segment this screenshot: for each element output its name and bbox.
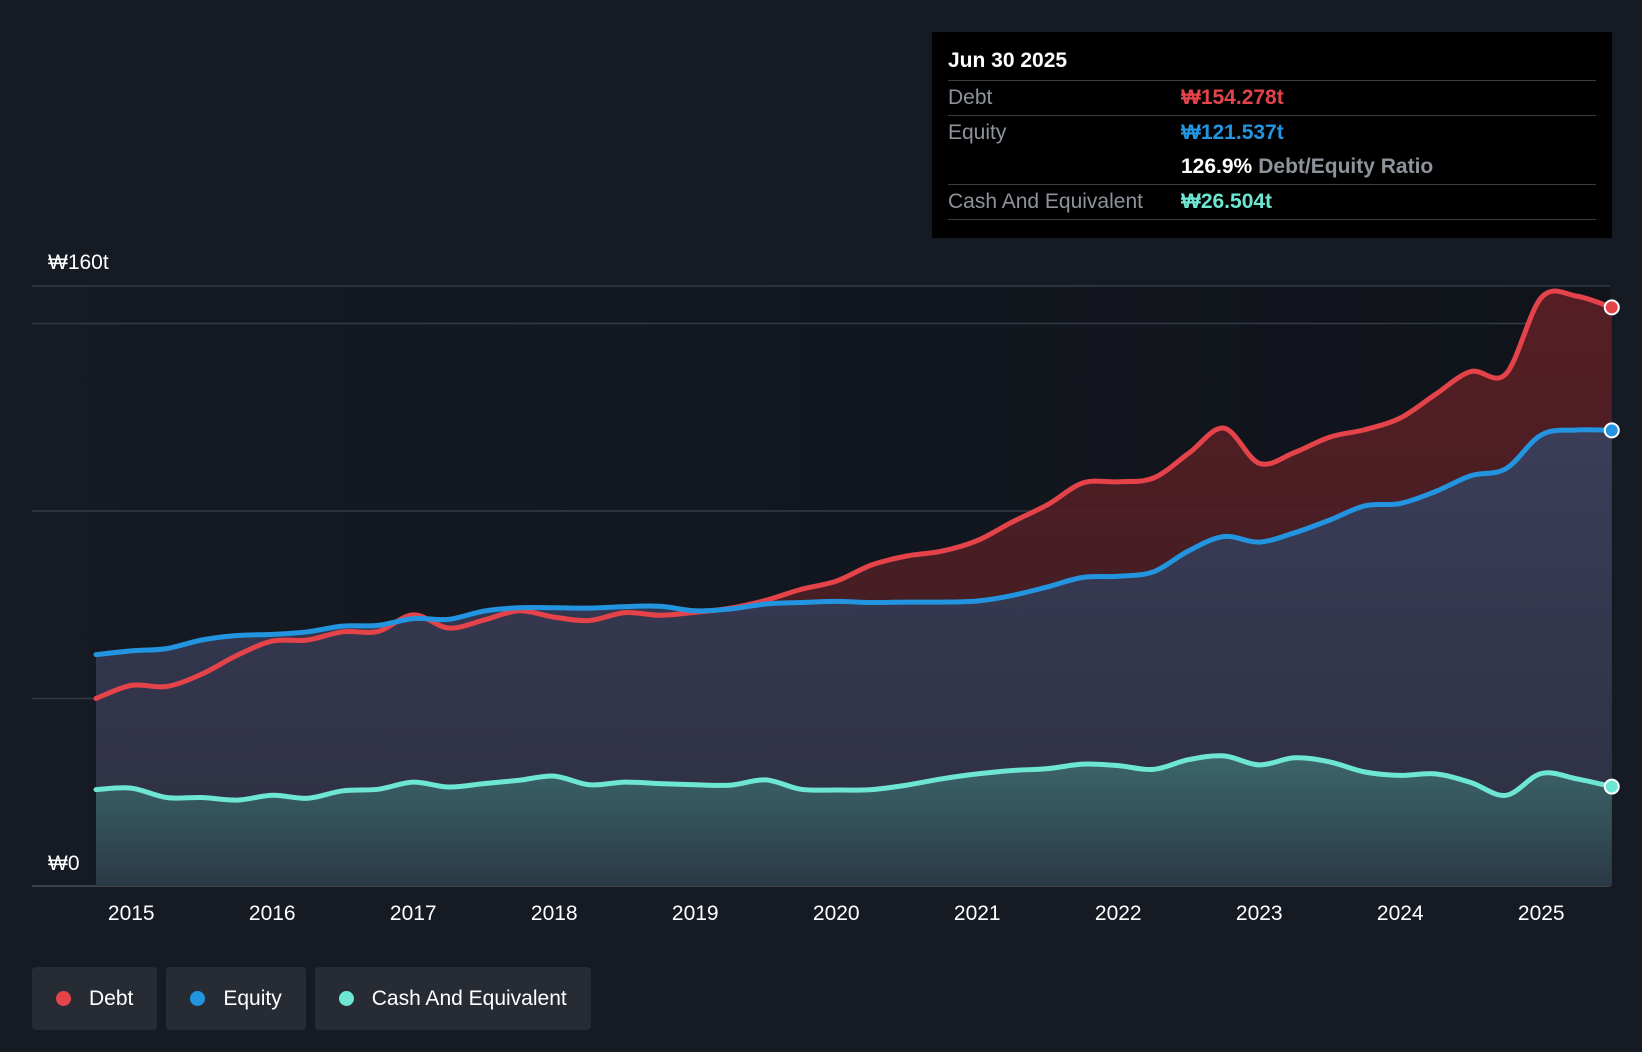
tooltip-equity-value: ₩121.537t [1181,121,1284,144]
y-axis-bottom-label: ₩0 [48,852,80,875]
line-cash [93,753,1615,803]
legend-item-cash[interactable]: Cash And Equivalent [314,967,591,1030]
tooltip-cash-row: Cash And Equivalent ₩26.504t [948,185,1596,220]
tooltip-ratio-label: Debt/Equity Ratio [1258,155,1434,178]
legend: Debt Equity Cash And Equivalent [32,967,591,1030]
series-lines [93,288,1615,803]
x-tick-label-2019: 2019 [672,902,719,925]
tooltip-debt-value: ₩154.278t [1181,86,1284,109]
legend-equity-label: Equity [223,986,282,1010]
area-cash [96,755,1612,886]
x-tick-label-2022: 2022 [1095,902,1142,925]
legend-item-debt[interactable]: Debt [32,967,158,1030]
x-tick-label-2020: 2020 [813,902,860,925]
tooltip-date: Jun 30 2025 [948,46,1596,81]
y-axis-top-label: ₩160t [48,251,109,274]
x-tick-label-2017: 2017 [390,902,437,925]
x-tick-label-2025: 2025 [1518,902,1565,925]
endpoint-cash [1603,778,1620,795]
x-tick-label-2018: 2018 [531,902,578,925]
x-axis: 2015 2016 2017 2018 2019 2020 2021 2022 2023 2024… [108,902,1565,925]
tooltip-cash-value: ₩26.504t [1181,190,1273,213]
x-tick-label-2021: 2021 [954,902,1001,925]
equity-dot-icon [190,991,206,1006]
series-areas [96,291,1612,887]
tooltip-debt-row: Debt ₩154.278t [948,81,1596,116]
cash-dot-icon [338,991,354,1006]
legend-cash-label: Cash And Equivalent [371,986,567,1010]
x-tick-label-2023: 2023 [1236,902,1283,925]
tooltip-equity-label: Equity [948,121,1007,144]
legend-item-equity[interactable]: Equity [166,967,306,1030]
tooltip-cash-label: Cash And Equivalent [948,190,1143,213]
debt-dot-icon [56,991,71,1006]
series-endpoints [1603,299,1620,795]
x-tick-label-2024: 2024 [1377,902,1424,925]
tooltip: Jun 30 2025 Debt ₩154.278t Equity ₩121.5… [932,32,1612,238]
x-tick-label-2015: 2015 [108,902,155,925]
legend-debt-label: Debt [89,986,134,1010]
endpoint-debt [1603,299,1620,316]
tooltip-debt-label: Debt [948,86,993,109]
tooltip-ratio-row: 126.9% Debt/Equity Ratio [948,150,1596,185]
x-tick-label-2016: 2016 [249,902,296,925]
line-equity [93,427,1615,658]
tooltip-ratio-value: 126.9% [1181,155,1253,178]
line-debt [93,288,1615,701]
endpoint-equity [1603,422,1620,439]
tooltip-equity-row: Equity ₩121.537t [948,116,1596,150]
